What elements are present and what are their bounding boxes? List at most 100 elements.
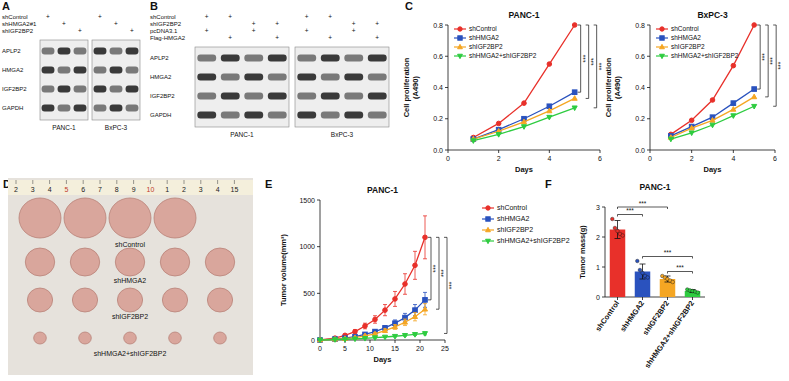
legend-label: shIGF2BP2 xyxy=(671,43,705,50)
blot-band xyxy=(344,93,363,100)
x-tick xyxy=(692,297,693,300)
legend-label: shHMGA2+shIGF2BP2 xyxy=(469,52,537,59)
x-tick-label: 4 xyxy=(731,155,735,162)
marker xyxy=(752,104,757,109)
marker xyxy=(458,27,462,31)
marker xyxy=(710,123,715,128)
legend-label: shControl xyxy=(469,25,497,32)
cell-line-label: PANC-1 xyxy=(230,131,254,138)
blot-band xyxy=(94,105,107,112)
marker xyxy=(496,133,501,138)
marker xyxy=(413,263,418,268)
y-tick-label: 3 xyxy=(596,204,600,211)
marker xyxy=(752,87,757,92)
condition-sign: + xyxy=(98,13,102,20)
blot-band xyxy=(126,48,139,55)
significance-label: *** xyxy=(676,264,684,271)
ruler-label: 10 xyxy=(147,186,155,193)
condition-sign: + xyxy=(305,27,309,34)
y-tick xyxy=(602,297,605,298)
x-tick-label: 0 xyxy=(446,155,450,162)
x-tick xyxy=(617,297,618,300)
marker xyxy=(458,44,463,48)
blot-band xyxy=(244,93,263,100)
condition-sign: + xyxy=(328,13,332,20)
y-tick-label: 0.2 xyxy=(635,115,645,122)
y-axis-label: (A490) xyxy=(411,76,420,99)
marker xyxy=(412,333,417,338)
x-axis xyxy=(448,150,600,151)
x-axis-label: Days xyxy=(704,165,722,174)
ruler-label: 3 xyxy=(199,186,203,193)
marker xyxy=(353,329,358,334)
ruler-tick xyxy=(200,180,201,184)
y-tick xyxy=(445,150,448,151)
condition-sign: + xyxy=(130,27,134,34)
protein-label: GAPDH xyxy=(150,112,171,118)
tumor-photo: 2345678910123415shControlshHMGA2shIGF2BP… xyxy=(8,178,253,375)
y-tick-label: 0 xyxy=(596,294,600,301)
tumor xyxy=(169,332,182,344)
marker xyxy=(547,108,552,113)
marker xyxy=(392,334,397,339)
y-tick-label: 1 xyxy=(596,264,600,271)
tumor xyxy=(162,288,187,312)
ruler-label: 6 xyxy=(81,186,85,193)
series-line xyxy=(671,106,754,139)
significance-bracket xyxy=(765,25,768,97)
legend: shControlshHMGA2shIGF2BP2shHMGA2+shIGF2B… xyxy=(482,204,570,244)
blot-band xyxy=(244,112,263,119)
data-point xyxy=(646,276,650,280)
chart-title: BxPC-3 xyxy=(697,10,728,20)
panel-label: B xyxy=(150,0,158,12)
error-bar xyxy=(413,251,417,279)
condition-sign: + xyxy=(275,20,279,27)
marker xyxy=(660,54,665,58)
data-point xyxy=(636,259,640,263)
blot-band xyxy=(110,105,123,112)
marker xyxy=(318,338,323,343)
marker xyxy=(317,337,322,342)
x-tick-label: shHMGA2+shIGF2BP2 xyxy=(643,299,696,370)
cell-line-label: PANC-1 xyxy=(52,124,76,131)
tumor xyxy=(64,198,106,238)
y-tick xyxy=(445,56,448,57)
chart-title: PANC-1 xyxy=(508,10,539,20)
ruler-tick xyxy=(184,180,185,184)
tumor xyxy=(115,248,144,276)
blot-band xyxy=(42,48,55,55)
marker xyxy=(403,282,408,287)
ruler-label: 1 xyxy=(165,186,169,193)
data-point xyxy=(641,271,645,275)
y-tick-label: 0.8 xyxy=(635,22,645,29)
error-bar xyxy=(423,304,427,315)
bar xyxy=(610,230,626,298)
x-tick xyxy=(445,340,446,343)
y-tick xyxy=(602,237,605,238)
blot-band xyxy=(110,48,123,55)
tumor xyxy=(19,198,61,238)
marker xyxy=(317,338,322,343)
y-tick xyxy=(602,207,605,208)
blot-band xyxy=(94,67,107,74)
x-tick xyxy=(549,150,550,153)
significance-bracket xyxy=(436,237,439,309)
ruler-tick xyxy=(116,180,117,184)
figure: ABCDEFshControl++shHMGA2#1++shIGF2BP2++P… xyxy=(0,0,789,381)
significance-bracket xyxy=(773,25,776,106)
error-bar xyxy=(383,305,387,316)
y-tick-label: 1500 xyxy=(299,197,315,204)
marker xyxy=(318,338,323,343)
error-bar xyxy=(363,323,367,329)
blot-band xyxy=(268,112,287,119)
significance-label: *** xyxy=(448,281,455,289)
tumor xyxy=(25,248,54,276)
blot-band xyxy=(74,105,87,112)
condition-sign: + xyxy=(375,20,379,27)
marker xyxy=(572,23,577,28)
condition-sign: + xyxy=(228,13,232,20)
marker xyxy=(412,314,417,319)
marker xyxy=(402,333,407,338)
ruler-tick xyxy=(49,180,50,184)
marker xyxy=(689,118,694,123)
